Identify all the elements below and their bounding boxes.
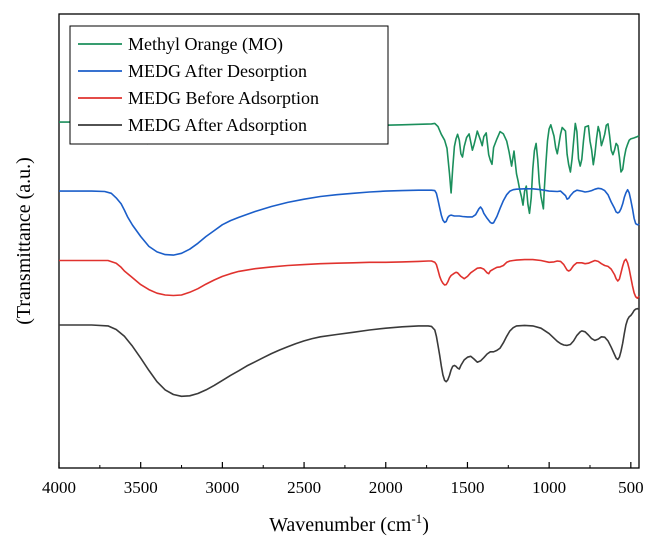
x-tick-label: 500 xyxy=(618,478,644,497)
x-axis-title-superscript: -1 xyxy=(411,511,422,526)
x-tick-label: 1500 xyxy=(450,478,484,497)
x-tick-label: 3000 xyxy=(205,478,239,497)
series-line-1 xyxy=(59,187,640,256)
legend-label-3: MEDG After Adsorption xyxy=(128,115,307,135)
legend-label-2: MEDG Before Adsorption xyxy=(128,88,319,108)
legend-label-1: MEDG After Desorption xyxy=(128,61,307,81)
legend: Methyl Orange (MO) MEDG After Desorption M… xyxy=(69,25,389,145)
y-axis-title: (Transmittance (a.u.) xyxy=(13,157,35,325)
x-axis-ticks: 4000 3500 3000 2500 2000 1500 1000 500 xyxy=(42,462,644,497)
x-tick-label: 3500 xyxy=(124,478,158,497)
series-line-2 xyxy=(59,258,640,299)
x-tick-label: 1000 xyxy=(532,478,566,497)
series-line-3 xyxy=(59,307,639,398)
legend-box xyxy=(69,25,389,145)
legend-label-0: Methyl Orange (MO) xyxy=(128,34,283,55)
x-axis-title: Wavenumber (cm-1) xyxy=(269,511,429,536)
x-tick-label: 2500 xyxy=(287,478,321,497)
plot-frame xyxy=(58,13,640,469)
x-tick-label: 4000 xyxy=(42,478,76,497)
series-layer xyxy=(59,121,640,398)
x-tick-label: 2000 xyxy=(369,478,403,497)
